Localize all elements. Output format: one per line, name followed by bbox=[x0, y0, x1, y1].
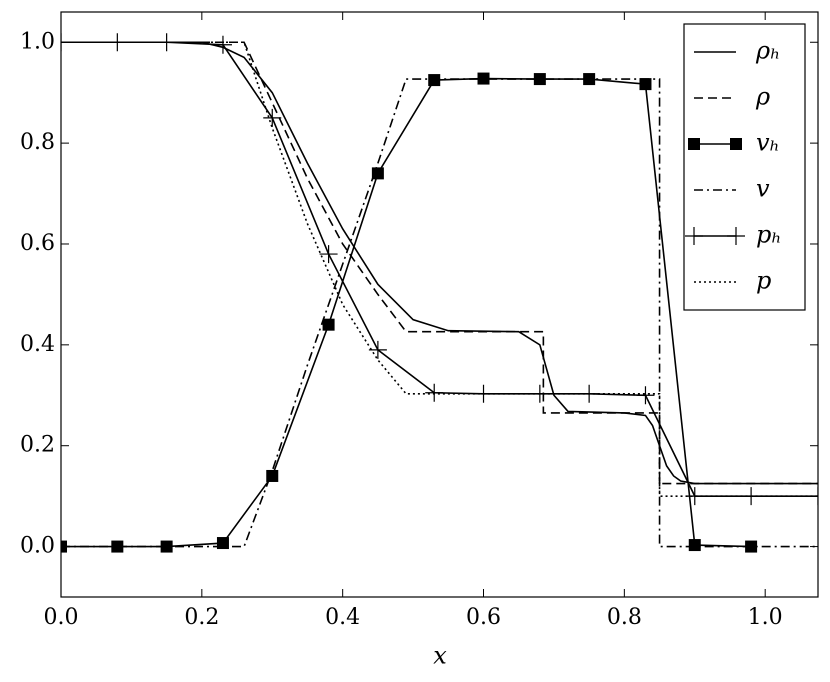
legend-box bbox=[683, 23, 806, 311]
marker bbox=[727, 227, 745, 245]
y-tick-label: 0.6 bbox=[20, 231, 55, 256]
marker bbox=[319, 245, 338, 264]
legend-label: ρ bbox=[755, 83, 770, 111]
marker bbox=[639, 78, 652, 91]
legend-label: v bbox=[756, 175, 770, 203]
marker bbox=[368, 340, 387, 359]
y-tick-label: 0.2 bbox=[20, 433, 55, 458]
marker bbox=[263, 108, 282, 127]
marker bbox=[636, 386, 655, 405]
legend-label: p bbox=[756, 267, 771, 295]
x-tick-label: 0.8 bbox=[607, 605, 642, 630]
series-line bbox=[61, 41, 818, 497]
x-tick-label: 0.4 bbox=[325, 605, 360, 630]
marker bbox=[322, 318, 335, 331]
x-tick-label: 0.0 bbox=[44, 605, 79, 630]
marker bbox=[688, 138, 700, 150]
legend: ρₕ ρ vₕ v pₕ p bbox=[683, 23, 806, 311]
x-tick-label: 1.0 bbox=[748, 605, 783, 630]
marker bbox=[213, 35, 232, 54]
plot-frame bbox=[60, 11, 819, 598]
marker bbox=[730, 138, 742, 150]
marker bbox=[111, 540, 124, 553]
marker bbox=[685, 227, 703, 245]
marker bbox=[428, 74, 441, 87]
y-tick-label: 1.0 bbox=[20, 29, 55, 54]
y-tick-label: 0.4 bbox=[20, 332, 55, 357]
plot-area bbox=[61, 33, 818, 553]
legend-label: vₕ bbox=[756, 129, 780, 157]
x-tick-label: 0.2 bbox=[184, 605, 219, 630]
marker bbox=[425, 383, 444, 402]
x-tick-label: 0.6 bbox=[466, 605, 501, 630]
legend-label: ρₕ bbox=[755, 37, 781, 65]
marker bbox=[160, 540, 173, 553]
marker bbox=[371, 167, 384, 180]
series-line bbox=[61, 78, 818, 548]
y-tick-label: 0.0 bbox=[20, 534, 55, 559]
y-tick-label: 0.8 bbox=[20, 130, 55, 155]
x-axis-label: x bbox=[433, 642, 447, 670]
legend-label: pₕ bbox=[756, 221, 782, 249]
marker bbox=[688, 539, 701, 552]
